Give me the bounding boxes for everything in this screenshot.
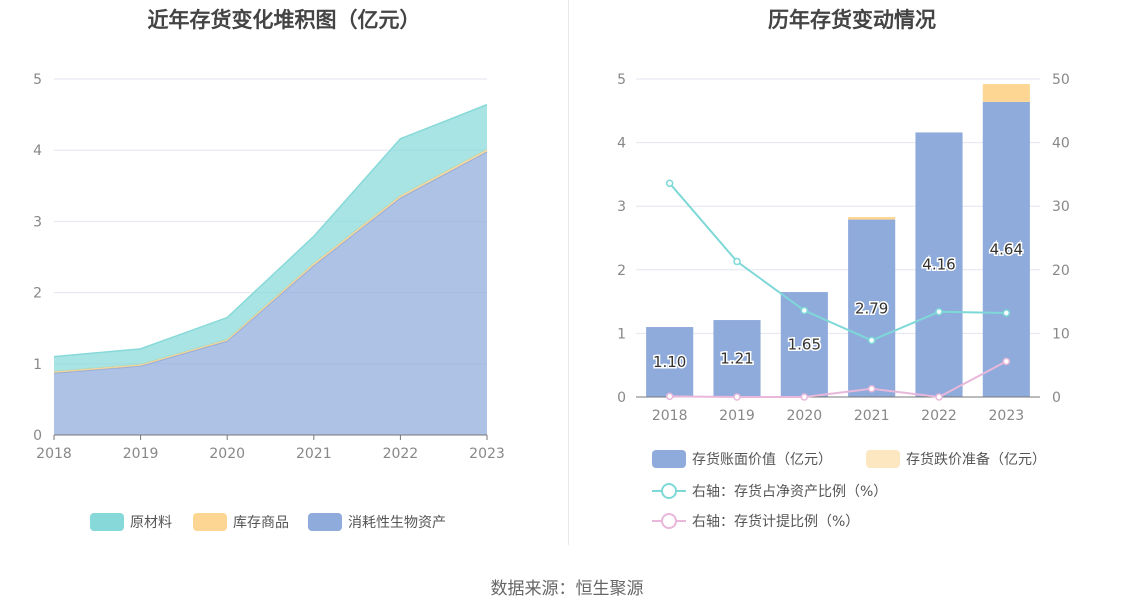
area-series [54,104,487,372]
x-tick-label: 2020 [787,408,823,424]
y-tick-label: 2 [33,286,42,302]
y-tick-label: 5 [33,72,42,88]
bar-reserve [848,217,896,220]
bar-value-label: 1.65 [788,336,821,354]
area-series-edge [53,148,488,373]
y2-tick-label: 0 [1052,390,1061,406]
y-tick-label: 5 [617,72,626,88]
line-point [733,257,741,266]
y-tick-label: 1 [33,357,42,373]
bar-book-value [915,132,963,397]
bar-book-value [646,327,694,397]
x-tick-label: 2018 [36,446,72,462]
legend-swatch [90,513,124,531]
bar-value-label: 4.16 [922,256,955,274]
data-source: 数据来源：恒生聚源 [490,579,644,599]
right-chart-title: 历年存货变动情况 [768,8,936,32]
bar-book-value [982,101,1030,398]
x-tick-label: 2022 [921,408,957,424]
y-tick-label: 0 [617,390,626,406]
line-point [665,392,674,401]
bar-value-label: 4.64 [990,240,1023,258]
area-series [54,151,487,435]
legend-swatch [652,450,686,468]
y-tick-label: 0 [33,428,42,444]
line-point [800,393,809,401]
line-point [867,384,876,393]
bar-value-label: 1.21 [720,350,753,368]
line-point [733,393,741,401]
y2-tick-label: 30 [1052,199,1070,215]
left-chart-panel: 近年存货变化堆积图（亿元） 0 1 2 3 4 5 2018 2019 2020 2021 2022… [0,0,568,560]
y2-tick-label: 20 [1052,263,1070,279]
bar-value-label: 1.10 [653,353,686,371]
x-tick-label: 2018 [652,408,688,424]
bar-reserve [982,84,1030,102]
y-tick-label: 3 [33,214,42,230]
legend-label: 原材料 [130,515,172,531]
line-point [935,308,943,316]
x-tick-label: 2022 [383,446,419,462]
bar-book-value [713,320,761,397]
legend-label: 消耗性生物资产 [348,515,446,531]
right-chart-panel: 历年存货变动情况 0 1 2 3 4 5 0 10 20 30 40 50 2018 2019 2020 20… [570,0,1134,560]
legend-label: 存货账面价值（亿元） [692,451,832,468]
x-tick-label: 2020 [209,446,245,462]
line-point [867,336,876,345]
area-series-edge [53,103,488,358]
line-point [1002,357,1011,366]
y-tick-label: 3 [617,199,626,215]
y2-tick-label: 40 [1052,136,1070,152]
bar-book-value [848,219,896,397]
stacked-area-chart: 0 1 2 3 4 5 2018 2019 2020 2021 2022 2023 原材料 库存商品 消耗性… [33,72,505,531]
legend-swatch [193,513,227,531]
legend-label: 右轴：存货计提比例（%） [692,513,859,530]
legend-label: 存货跌价准备（亿元） [906,451,1046,468]
y-tick-label: 1 [617,326,626,342]
x-tick-label: 2019 [123,446,159,462]
y-tick-label: 2 [617,263,626,279]
line-series [668,182,1007,342]
panel-divider [568,0,569,545]
x-tick-label: 2023 [469,446,505,462]
y-tick-label: 4 [33,143,42,159]
bar-value-label: 2.79 [855,299,888,317]
line-point [1002,309,1011,317]
line-point [665,179,674,188]
area-series-edge [53,150,488,374]
x-tick-label: 2023 [989,408,1025,424]
legend-swatch [866,450,900,468]
legend-marker [661,513,677,529]
x-tick-label: 2021 [854,408,890,424]
line-series [669,360,1007,399]
y2-tick-label: 10 [1052,326,1070,342]
line-point [935,393,943,401]
legend-label: 库存商品 [233,515,289,531]
y2-tick-label: 50 [1052,72,1070,88]
legend-swatch [308,513,342,531]
left-chart-title: 近年存货变化堆积图（亿元） [147,8,421,32]
legend-label: 右轴：存货占净资产比例（%） [692,483,887,500]
legend-marker [661,483,677,499]
line-point [800,306,809,315]
x-tick-label: 2019 [719,408,755,424]
x-tick-label: 2021 [296,446,332,462]
y-tick-label: 4 [617,136,626,152]
